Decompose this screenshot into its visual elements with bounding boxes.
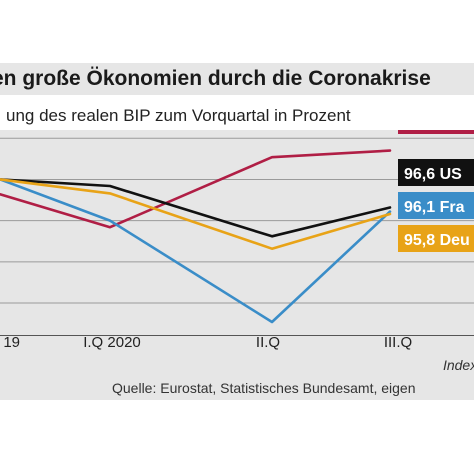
series-label-box	[398, 192, 474, 219]
series-label-box	[398, 159, 474, 186]
series-end-label: 103,5 Ch	[404, 130, 470, 131]
chart-title-text: en große Ökonomien durch die Coronakrise	[0, 67, 431, 90]
source-note: Quelle: Eurostat, Statistisches Bundesam…	[112, 380, 416, 396]
series-label-box	[398, 225, 474, 252]
series-end-label: 96,6 US	[404, 166, 462, 183]
series-line	[0, 178, 392, 238]
line-chart: 19 I.Q 2020 II.Q III.Q 103,5 Ch 96,6 US 96,1 F…	[0, 130, 474, 351]
x-tick-label: II.Q	[256, 334, 280, 351]
x-tick-label: I.Q 2020	[83, 334, 141, 351]
series-label-box	[398, 130, 474, 134]
chart-area: 19 I.Q 2020 II.Q III.Q 103,5 Ch 96,6 US 96,1 F…	[0, 130, 474, 400]
top-band	[0, 0, 474, 50]
series-line	[0, 149, 392, 229]
chart-subtitle: ung des realen BIP zum Vorquartal in Pro…	[6, 106, 351, 125]
series-line	[0, 178, 392, 250]
index-note: Index Q	[442, 357, 474, 373]
series-end-label: 95,8 Deu	[404, 232, 470, 249]
chart-title: en große Ökonomien durch die Coronakrise	[0, 63, 474, 95]
x-tick-label: 19	[3, 334, 20, 351]
series-end-label: 96,1 Fra	[404, 199, 465, 216]
x-tick-label: III.Q	[384, 334, 412, 351]
bottom-band	[0, 412, 474, 463]
series-line	[0, 178, 392, 324]
